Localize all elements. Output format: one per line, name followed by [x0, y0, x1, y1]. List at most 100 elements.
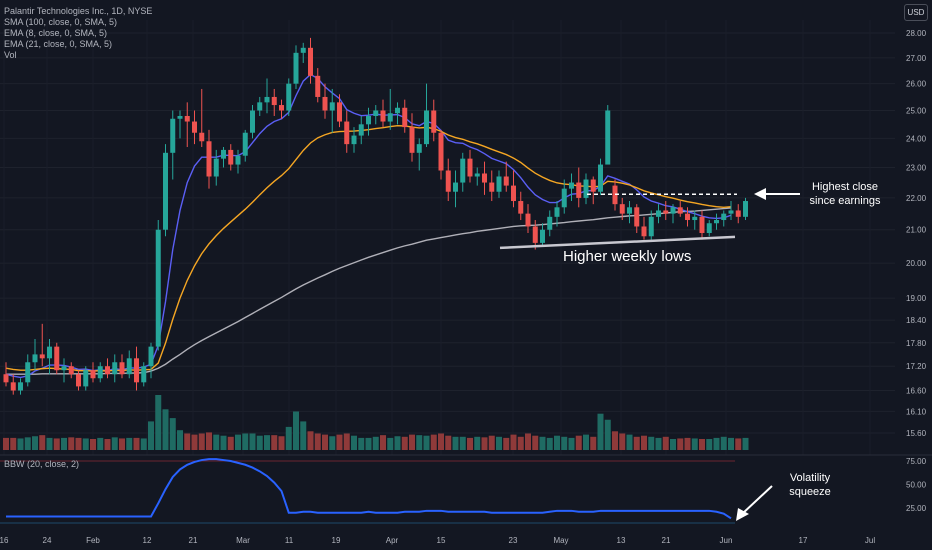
volume-bar	[53, 438, 60, 450]
candle-body	[105, 366, 110, 375]
sma100-label[interactable]: SMA (100, close, 0, SMA, 5)	[4, 17, 118, 27]
volume-bar	[140, 438, 147, 450]
volume-bar	[351, 435, 357, 450]
volume-bar	[510, 434, 517, 450]
price-tick-label: 25.00	[906, 106, 927, 115]
candle-body	[134, 358, 139, 383]
candle-body	[257, 102, 263, 111]
volume-bar	[278, 436, 285, 450]
candle-body	[126, 358, 132, 375]
candle-body	[242, 132, 248, 156]
candle-body	[590, 179, 596, 192]
price-tick-label: 28.00	[906, 29, 927, 38]
candle-body	[366, 115, 371, 125]
bbw-line	[6, 458, 732, 520]
time-tick-label: 21	[662, 536, 671, 545]
price-axis[interactable]: 15.60 16.10 16.60 17.20 17.80 18.40 19.00 20.00…	[906, 29, 927, 513]
volume-bar	[227, 436, 234, 450]
volume-bar	[503, 437, 510, 450]
volume-bar	[358, 437, 365, 450]
price-tick-label: 17.20	[906, 362, 927, 371]
volume-bar	[641, 435, 647, 450]
volume-bar	[633, 436, 640, 450]
candle-body	[141, 366, 147, 383]
candle-body	[329, 102, 335, 111]
volume-bar	[575, 435, 582, 450]
ema21-label[interactable]: EMA (21, close, 0, SMA, 5)	[4, 39, 113, 49]
time-axis[interactable]: 16 24 Feb 12 21 Mar 11 19 Apr 15 23 May 13 21 Jun 17 Jul	[0, 536, 875, 545]
volume-bar	[365, 437, 372, 450]
candle-body	[532, 226, 538, 243]
price-tick-label: 27.00	[906, 54, 927, 63]
volatility-arrow	[741, 485, 773, 515]
volume-bar	[314, 433, 321, 450]
volume-bar	[619, 433, 626, 450]
volume-bar	[155, 395, 162, 450]
candle-body	[315, 75, 321, 97]
volume-bar	[380, 435, 386, 450]
candle-body	[97, 366, 103, 379]
price-tick-label: 19.00	[906, 294, 927, 303]
candle-body	[148, 346, 154, 367]
volume-bar	[285, 426, 292, 450]
volume-bar	[169, 418, 176, 450]
volume-bar	[191, 434, 198, 450]
candle-body	[561, 188, 567, 208]
volume-label[interactable]: Vol	[4, 50, 17, 60]
volume-bar	[691, 438, 698, 450]
volume-bar	[561, 436, 568, 450]
candle-body	[424, 110, 429, 145]
volume-bar	[32, 436, 38, 450]
candle-body	[192, 121, 197, 133]
candle-body	[3, 374, 9, 383]
currency-button[interactable]: USD	[904, 4, 928, 21]
candle-body	[228, 149, 234, 165]
volume-bar	[626, 434, 633, 450]
sma100-line	[6, 207, 732, 375]
candle-body	[663, 210, 669, 214]
time-tick-label: Jun	[720, 536, 733, 545]
highest-close-annotation: Highest close since earnings	[809, 181, 881, 207]
time-tick-label: Mar	[236, 536, 250, 545]
volume-bars	[3, 395, 749, 450]
candle-body	[271, 96, 277, 106]
candle-body	[177, 115, 183, 119]
volume-bar	[706, 439, 713, 450]
volume-bar	[39, 435, 46, 450]
volume-bar	[525, 433, 531, 450]
volume-bar	[198, 433, 205, 450]
symbol-label[interactable]: Palantir Technologies Inc., 1D, NYSE	[4, 6, 153, 16]
volume-bar	[336, 434, 343, 450]
candle-body	[373, 110, 379, 116]
volume-bar	[82, 438, 89, 450]
bbw-legend[interactable]: BBW (20, close, 2)	[4, 459, 80, 469]
volume-bar	[720, 436, 727, 450]
time-tick-label: May	[553, 536, 568, 545]
candle-body	[496, 176, 502, 192]
candle-body	[300, 47, 306, 53]
price-tick-label: 18.40	[906, 316, 927, 325]
candle-body	[90, 370, 96, 379]
candle-body	[213, 158, 219, 177]
volume-bar	[445, 435, 452, 450]
candle-body	[68, 366, 74, 375]
candle-body	[409, 127, 415, 153]
candle-body	[576, 182, 582, 198]
price-tick-label: 16.10	[906, 407, 927, 416]
candle-body	[264, 96, 270, 103]
candle-body	[358, 124, 364, 136]
volume-bar	[264, 435, 270, 450]
volume-bar	[401, 436, 408, 450]
candle-body	[39, 354, 45, 359]
volume-bar	[220, 435, 227, 450]
time-tick-label: Jul	[865, 536, 875, 545]
candle-body	[61, 366, 67, 371]
volume-bar	[713, 437, 720, 450]
volume-bar	[648, 436, 655, 450]
grid-lines	[0, 20, 895, 455]
volume-bar	[97, 437, 104, 450]
candle-body	[344, 121, 350, 145]
ema8-label[interactable]: EMA (8, close, 0, SMA, 5)	[4, 28, 108, 38]
price-tick-label: 20.00	[906, 259, 927, 268]
